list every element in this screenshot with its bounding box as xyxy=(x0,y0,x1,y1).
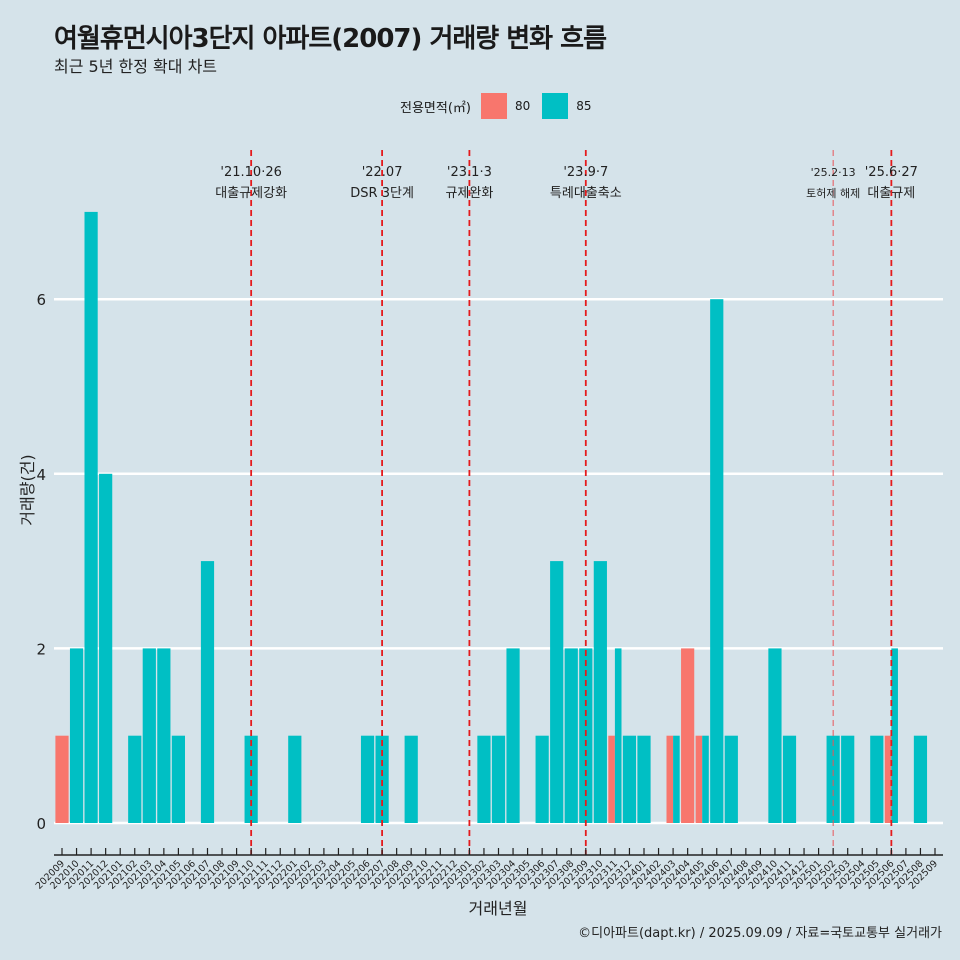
bar-85-202503 xyxy=(841,735,855,823)
bar-85-202506 xyxy=(891,648,898,823)
bar-85-202206 xyxy=(360,735,375,823)
bar-85-202401 xyxy=(637,735,651,823)
bar-85-202306 xyxy=(535,735,549,823)
event-date-202502: '25.2·13 xyxy=(811,166,856,179)
x-axis-title: 거래년월 xyxy=(469,899,528,918)
bar-80-202403 xyxy=(666,735,674,823)
event-label-202207: DSR 3단계 xyxy=(350,186,414,201)
bar-85-202411 xyxy=(782,735,797,823)
legend-title: 전용면적(㎡) xyxy=(400,100,471,116)
bar-85-202405 xyxy=(702,735,709,823)
bar-85-202102 xyxy=(128,735,142,823)
event-date-202309: '23.9·7 xyxy=(563,165,608,180)
bar-85-202502 xyxy=(826,735,840,823)
bar-80-202311 xyxy=(608,735,615,823)
bar-85-202012 xyxy=(99,473,113,823)
bar-85-202201 xyxy=(288,735,302,823)
bar-85-202312 xyxy=(622,735,637,823)
legend: 전용면적(㎡) 80 85 xyxy=(400,93,604,119)
bar-85-202304 xyxy=(506,648,520,823)
event-label-202301: 규제완화 xyxy=(445,186,493,201)
y-axis: 0 2 4 6 xyxy=(36,291,46,833)
bar-80-202404 xyxy=(681,648,695,823)
y-tick-label-6: 6 xyxy=(36,291,46,309)
bar-85-202209 xyxy=(404,735,418,823)
bar-85-202303 xyxy=(491,735,506,823)
y-tick-label-0: 0 xyxy=(36,815,46,833)
bar-85-202307 xyxy=(550,561,564,823)
bar-85-202302 xyxy=(477,735,491,823)
bar-80-202506 xyxy=(884,735,892,823)
bar-85-202105 xyxy=(171,735,185,823)
bar-85-202410 xyxy=(768,648,782,823)
legend-swatch-85 xyxy=(542,93,569,119)
event-date-202110: '21.10·26 xyxy=(220,165,281,180)
bar-85-202311 xyxy=(614,648,622,823)
y-tick-label-2: 2 xyxy=(36,640,46,658)
bar-85-202010 xyxy=(69,648,84,823)
chart-subtitle: 최근 5년 한정 확대 차트 xyxy=(54,57,218,76)
event-label-202506: 대출규제 xyxy=(867,186,915,201)
event-label-202309: 특례대출축소 xyxy=(550,186,622,201)
bar-85-202011 xyxy=(84,211,98,823)
chart-title: 여월휴먼시아3단지 아파트(2007) 거래량 변화 흐름 xyxy=(54,24,607,54)
bar-85-202406 xyxy=(710,299,724,823)
x-axis: 2020092020102020112020122021012021022021… xyxy=(34,848,943,892)
bar-85-202104 xyxy=(157,648,171,823)
bar-80-202405 xyxy=(695,735,703,823)
event-label-202502: 토허제 해제 xyxy=(806,186,860,200)
legend-label-80: 80 xyxy=(514,99,531,113)
event-lines: '21.10·26 대출규제강화 '22.07 DSR 3단계 '23.1·3 규제완화 '… xyxy=(215,150,918,855)
event-label-202110: 대출규제강화 xyxy=(215,186,287,201)
y-tick-label-4: 4 xyxy=(36,466,46,484)
legend-label-85: 85 xyxy=(576,99,592,113)
bar-85-202407 xyxy=(724,735,738,823)
bar-85-202103 xyxy=(142,648,156,823)
bar-85-202107 xyxy=(200,561,215,823)
bar-85-202110 xyxy=(244,735,258,823)
event-date-202301: '23.1·3 xyxy=(447,165,492,180)
bar-85-202308 xyxy=(564,648,578,823)
bar-80-202009 xyxy=(55,735,69,823)
bar-85-202505 xyxy=(870,735,884,823)
legend-swatch-80 xyxy=(480,93,507,119)
bar-85-202310 xyxy=(593,561,607,823)
source-footer: ©디아파트(dapt.kr) / 2025.09.09 / 자료=국토교통부 실… xyxy=(578,926,942,941)
bar-85-202508 xyxy=(913,735,928,823)
event-date-202207: '22.07 xyxy=(362,165,403,180)
y-axis-title: 거래량(건) xyxy=(18,454,37,525)
bar-85-202403 xyxy=(673,735,680,823)
bars xyxy=(55,211,928,823)
bar-85-202207 xyxy=(375,735,389,823)
event-date-202506: '25.6·27 xyxy=(865,165,918,180)
